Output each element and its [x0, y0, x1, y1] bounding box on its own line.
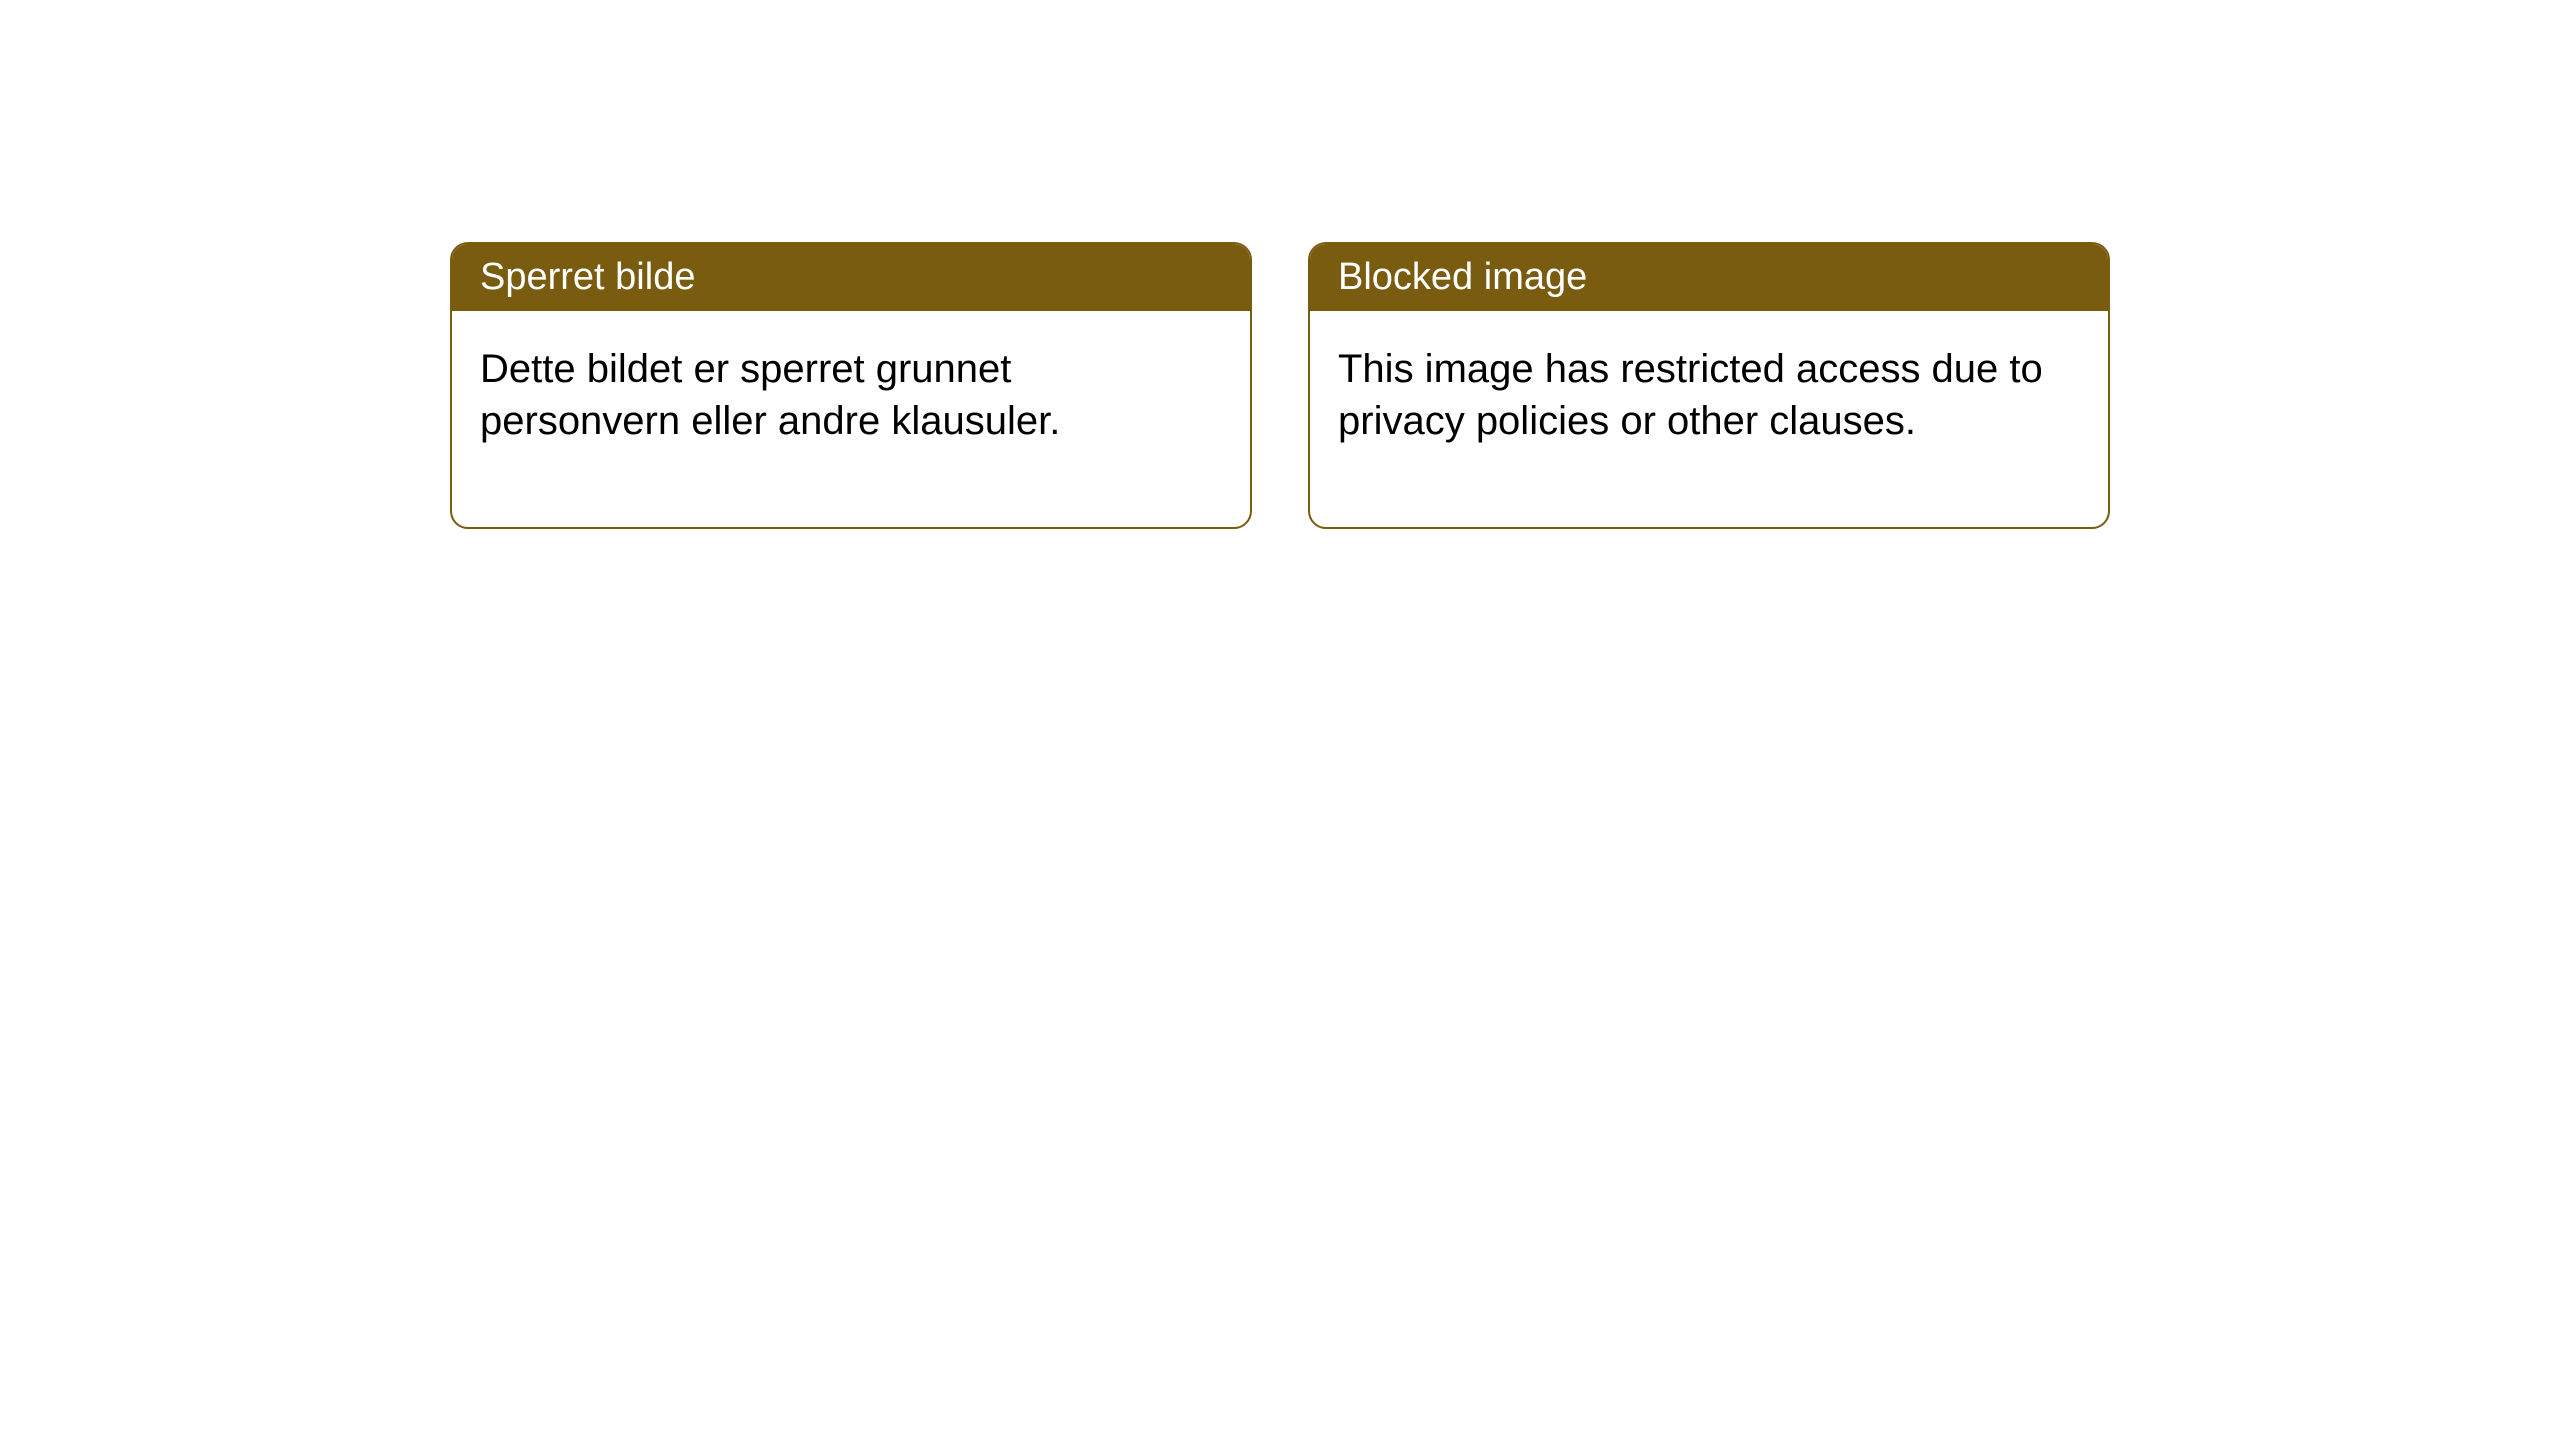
notice-header: Blocked image	[1310, 244, 2108, 311]
notice-container: Sperret bilde Dette bildet er sperret gr…	[450, 242, 2110, 529]
notice-header: Sperret bilde	[452, 244, 1250, 311]
notice-body: Dette bildet er sperret grunnet personve…	[452, 311, 1250, 527]
notice-title: Blocked image	[1338, 256, 1587, 298]
notice-card-norwegian: Sperret bilde Dette bildet er sperret gr…	[450, 242, 1252, 529]
notice-title: Sperret bilde	[480, 256, 695, 298]
notice-message: This image has restricted access due to …	[1338, 347, 2043, 443]
notice-card-english: Blocked image This image has restricted …	[1308, 242, 2110, 529]
notice-message: Dette bildet er sperret grunnet personve…	[480, 347, 1060, 443]
notice-body: This image has restricted access due to …	[1310, 311, 2108, 527]
